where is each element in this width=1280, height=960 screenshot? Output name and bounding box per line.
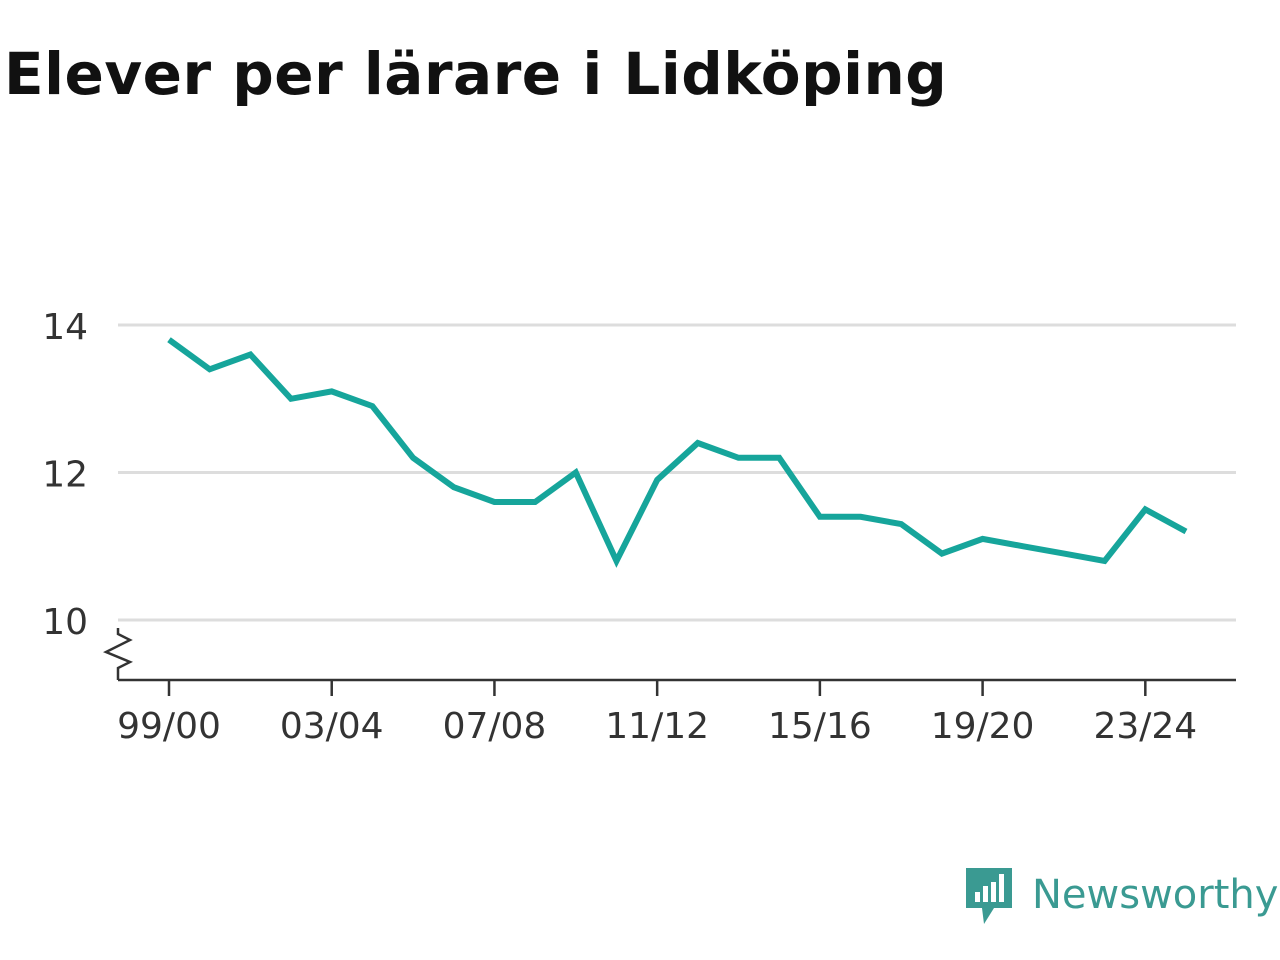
axes bbox=[102, 628, 1236, 696]
data-point bbox=[331, 391, 332, 392]
newsworthy-logo-icon bbox=[966, 868, 1012, 924]
series bbox=[167, 337, 1188, 568]
chart-title: Elever per lärare i Lidköping bbox=[4, 40, 948, 108]
brand-name: Newsworthy bbox=[1032, 872, 1279, 918]
data-point bbox=[575, 472, 576, 473]
data-point bbox=[860, 516, 861, 517]
x-tick-label: 19/20 bbox=[931, 706, 1035, 747]
x-tick-label: 99/00 bbox=[117, 706, 221, 747]
data-point bbox=[209, 369, 210, 370]
data-point bbox=[1104, 561, 1105, 562]
x-tick-label: 15/16 bbox=[768, 706, 872, 747]
data-point bbox=[941, 553, 942, 554]
data-point bbox=[1063, 553, 1064, 554]
data-point bbox=[901, 524, 902, 525]
data-point bbox=[1023, 546, 1024, 547]
data-point bbox=[169, 339, 170, 340]
data-point bbox=[819, 516, 820, 517]
data-point bbox=[494, 502, 495, 503]
brand: Newsworthy bbox=[964, 864, 1278, 926]
data-point bbox=[535, 502, 536, 503]
data-point bbox=[1186, 531, 1187, 532]
gridlines bbox=[118, 323, 1236, 622]
x-tick-label: 03/04 bbox=[280, 706, 384, 747]
data-point bbox=[779, 457, 780, 458]
data-point bbox=[250, 354, 251, 355]
y-tick-label: 12 bbox=[42, 455, 88, 496]
data-point bbox=[453, 487, 454, 488]
data-point bbox=[1145, 509, 1146, 510]
data-point bbox=[697, 443, 698, 444]
data-point bbox=[372, 406, 373, 407]
y-tick-label: 10 bbox=[42, 602, 88, 643]
x-tick-label: 07/08 bbox=[443, 706, 547, 747]
data-point bbox=[982, 538, 983, 539]
y-axis-break bbox=[102, 628, 134, 680]
y-tick-label: 14 bbox=[42, 307, 88, 348]
data-point bbox=[616, 561, 617, 562]
x-tick-label: 23/24 bbox=[1093, 706, 1197, 747]
data-point bbox=[413, 457, 414, 458]
series-line bbox=[167, 337, 1188, 568]
data-point bbox=[657, 479, 658, 480]
tick-labels: 10 12 14 99/00 03/04 07/08 11/12 15/16 19/20 23/2… bbox=[42, 307, 1197, 747]
x-tick-label: 11/12 bbox=[605, 706, 709, 747]
data-point bbox=[291, 398, 292, 399]
data-point bbox=[738, 457, 739, 458]
